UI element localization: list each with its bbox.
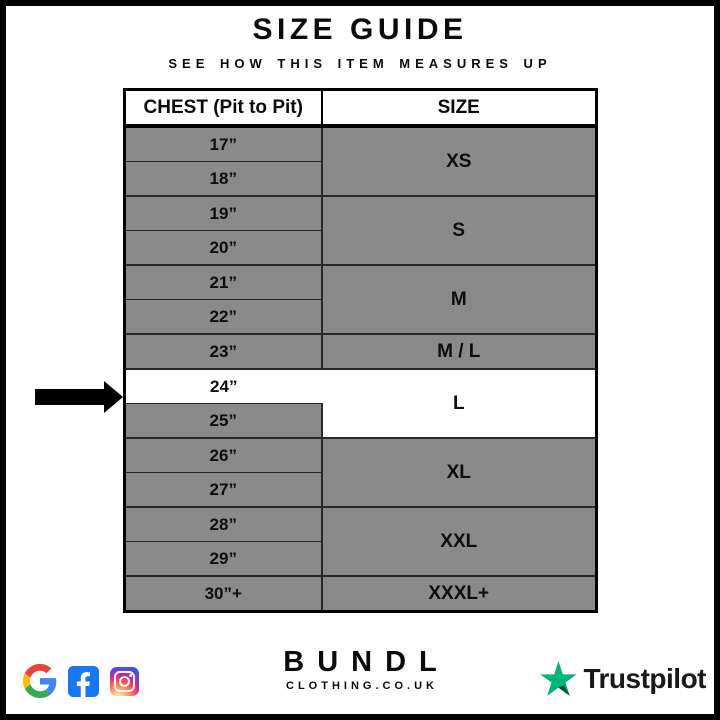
chest-cell-highlighted: 24” xyxy=(123,368,322,404)
chest-cell: 27” xyxy=(123,472,323,508)
table-row: 29” xyxy=(123,541,597,577)
chest-cell: 23” xyxy=(123,333,323,370)
chest-cell: 17” xyxy=(123,125,323,162)
column-header-size: SIZE xyxy=(320,88,598,128)
size-cell: XXXL+ xyxy=(320,575,598,613)
table-row-highlighted: 24” L xyxy=(123,368,598,439)
table-row: 23” M / L xyxy=(123,333,598,370)
table-row: 21” M xyxy=(123,264,598,335)
size-cell-highlighted: L xyxy=(320,368,598,439)
chest-cell: 21” xyxy=(123,264,323,300)
page-title: SIZE GUIDE xyxy=(252,13,468,46)
brand-domain: CLOTHING.CO.UK xyxy=(286,680,438,692)
table-row: 17” XS xyxy=(123,125,598,197)
table-row: 22” xyxy=(123,299,597,335)
trustpilot-star-icon xyxy=(540,661,578,696)
size-cell: M / L xyxy=(320,333,598,370)
chest-cell: 22” xyxy=(123,299,323,335)
trustpilot-label: Trustpilot xyxy=(583,662,706,694)
instagram-icon xyxy=(110,666,139,696)
size-guide-table: CHEST (Pit to Pit) SIZE 17” XS 18” 19” S… xyxy=(123,88,598,613)
social-icons xyxy=(23,664,139,698)
chest-cell: 30”+ xyxy=(123,575,323,613)
size-cell: XXL xyxy=(320,506,598,577)
column-header-chest: CHEST (Pit to Pit) xyxy=(123,88,323,128)
chest-cell: 25” xyxy=(123,403,323,439)
trustpilot-logo: Trustpilot xyxy=(540,661,706,696)
row-indicator-arrow-icon xyxy=(35,381,123,413)
table-row: 18” xyxy=(123,161,597,197)
brand-name: BUNDL xyxy=(283,646,450,678)
table-header-row: CHEST (Pit to Pit) SIZE xyxy=(123,88,598,128)
page-subtitle: SEE HOW THIS ITEM MEASURES UP xyxy=(168,56,552,71)
facebook-icon xyxy=(68,665,99,697)
brand-logo: BUNDL CLOTHING.CO.UK xyxy=(0,646,720,692)
table-row: 26” XL xyxy=(123,437,598,508)
size-cell: M xyxy=(320,264,598,335)
table-row: 20” xyxy=(123,230,597,266)
size-cell: XL xyxy=(320,437,598,508)
size-cell: S xyxy=(320,195,598,266)
google-icon xyxy=(23,664,57,698)
table-row: 27” xyxy=(123,472,597,508)
chest-cell: 20” xyxy=(123,230,323,266)
table-row: 30”+ XXXL+ xyxy=(123,575,598,613)
table-row: 28” XXL xyxy=(123,506,598,577)
size-cell: XS xyxy=(320,125,598,197)
chest-cell: 28” xyxy=(123,506,323,542)
chest-cell: 29” xyxy=(123,541,323,577)
chest-cell: 18” xyxy=(123,161,323,197)
table-row: 25” xyxy=(123,403,597,439)
table-row: 19” S xyxy=(123,195,598,266)
chest-cell: 26” xyxy=(123,437,323,473)
chest-cell: 19” xyxy=(123,195,323,231)
